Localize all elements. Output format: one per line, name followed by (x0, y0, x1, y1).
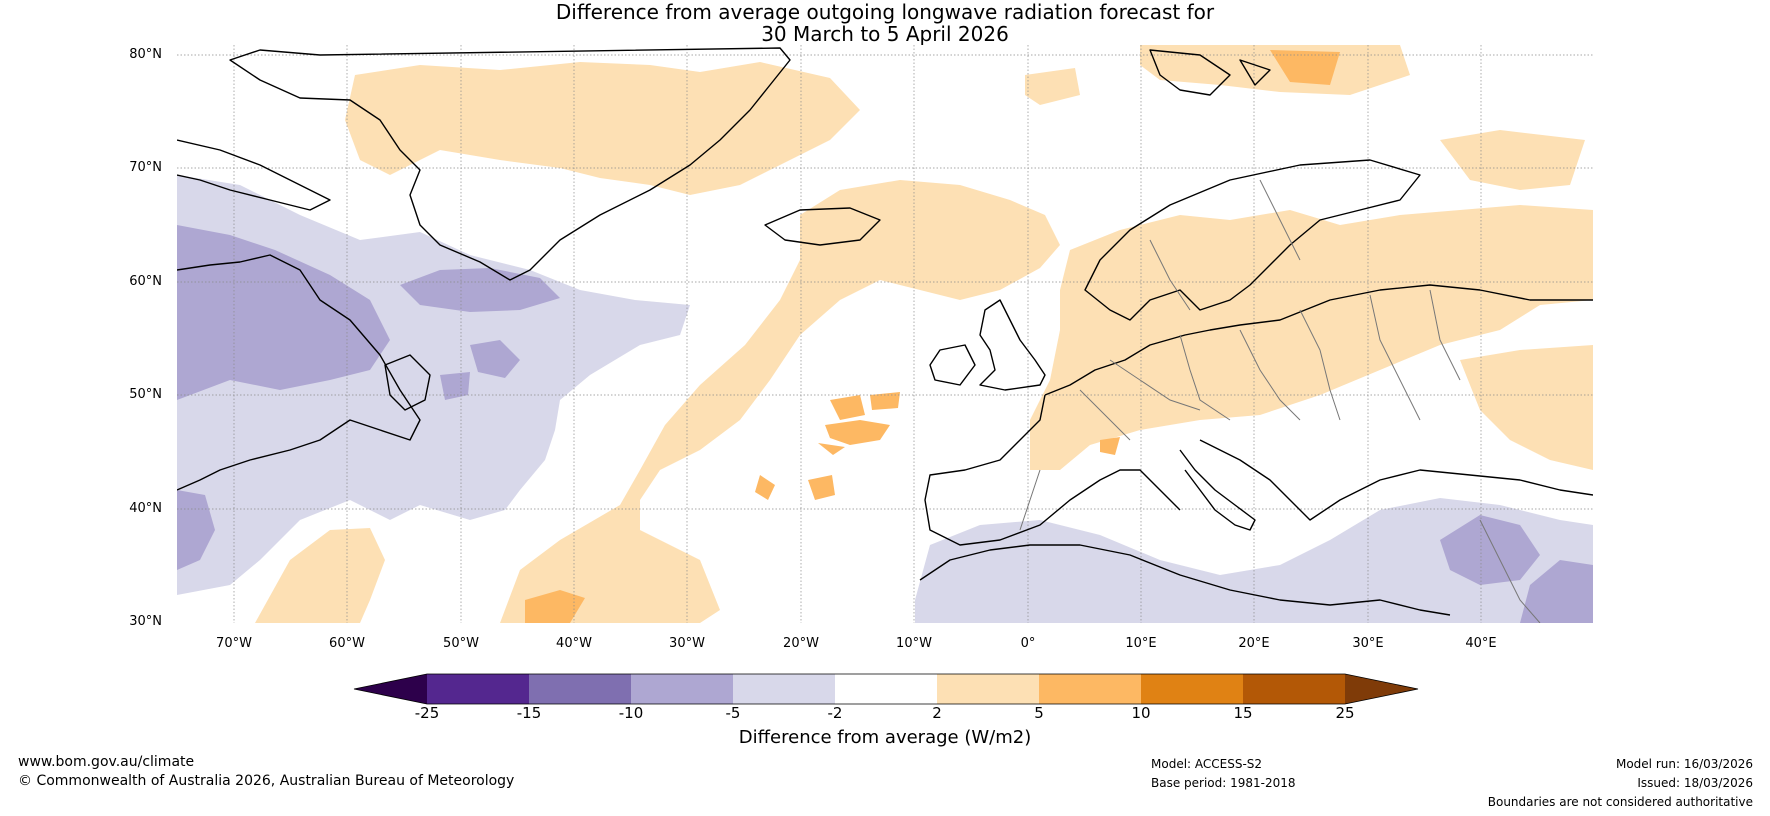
coastlines (177, 47, 1593, 616)
footer-base-period: Base period: 1981-2018 (1151, 776, 1296, 790)
negative-anomaly-core-middle-east (1440, 515, 1593, 623)
footer-copyright: © Commonwealth of Australia 2026, Austra… (18, 773, 515, 789)
positive-anomaly-region-atlantic-europe (500, 180, 1060, 623)
coastline-iberia-france (924, 394, 1181, 546)
coastline-ireland (929, 344, 976, 386)
lat-label-70n: 70°N (129, 160, 162, 175)
positive-anomaly-core-arctic (1270, 50, 1340, 85)
lon-label-0: 0° (1020, 636, 1036, 651)
coastline-north-africa (919, 544, 1451, 616)
map-title-line-1: Difference from average outgoing longwav… (555, 0, 1215, 24)
colorbar-bin-2-5 (937, 674, 1039, 704)
coastline-italy (1179, 449, 1256, 531)
anomaly-field (177, 45, 1593, 623)
negative-anomaly-patch-mid-atlantic (440, 340, 520, 400)
positive-anomaly-region-barents (1440, 130, 1585, 190)
colorbar-tick-label: 5 (1034, 704, 1044, 722)
lat-label-30n: 30°N (129, 614, 162, 629)
footer-model: Model: ACCESS-S2 (1151, 757, 1263, 771)
lon-label-30e: 30°E (1352, 636, 1384, 651)
lat-label-80n: 80°N (129, 47, 162, 62)
colorbar (353, 673, 1419, 705)
colorbar-bin-minus15-minus10 (529, 674, 631, 704)
footer-disclaimer: Boundaries are not considered authoritat… (1487, 795, 1753, 809)
positive-anomaly-region-subtropical-west (255, 528, 385, 623)
colorbar-bin-minus5-minus2 (733, 674, 835, 704)
positive-anomaly-region-russia-east (1460, 345, 1593, 470)
lat-label-60n: 60°N (129, 274, 162, 289)
map-title-line-2: 30 March to 5 April 2026 (761, 22, 1009, 46)
negative-anomaly-region-mediterranean (915, 498, 1593, 623)
coastline-balkans-turkey (1199, 439, 1593, 521)
lat-label-50n: 50°N (129, 387, 162, 402)
lon-label-10e: 10°E (1125, 636, 1157, 651)
colorbar-tick-label: 10 (1131, 704, 1151, 722)
colorbar-over-triangle (1345, 674, 1418, 704)
coastline-svalbard (1149, 49, 1271, 96)
lon-label-20e: 20°E (1238, 636, 1270, 651)
colorbar-bin-10-15 (1141, 674, 1243, 704)
coastline-great-britain (979, 299, 1046, 391)
coastline-greenland (229, 47, 791, 281)
colorbar-tick-label: -10 (618, 704, 644, 722)
colorbar-tick-label: 15 (1233, 704, 1253, 722)
coastline-newfoundland (384, 354, 431, 411)
country-borders (1019, 179, 1541, 623)
colorbar-bin-minus10-minus5 (631, 674, 733, 704)
lon-label-50w: 50°W (443, 636, 479, 651)
lon-label-20w: 20°W (783, 636, 819, 651)
footer-issued: Issued: 18/03/2026 (1637, 776, 1753, 790)
positive-anomaly-region-central-europe (1030, 205, 1593, 470)
positive-anomaly-core-mid-atlantic (755, 392, 900, 500)
lat-label-40n: 40°N (129, 501, 162, 516)
coastline-labrador (177, 254, 421, 491)
negative-anomaly-core-labrador (177, 225, 390, 400)
colorbar-outline (353, 673, 1419, 705)
colorbar-tick-label: -25 (414, 704, 440, 722)
positive-anomaly-core-france (1100, 437, 1120, 455)
lon-label-10w: 10°W (896, 636, 932, 651)
lon-label-60w: 60°W (329, 636, 365, 651)
colorbar-bin-minus2-2 (835, 674, 937, 704)
positive-anomaly-region-arctic-svalbard (1140, 45, 1410, 95)
coastline-iceland (764, 207, 881, 246)
positive-anomaly-region-norwegian-sea (1025, 68, 1080, 105)
negative-anomaly-patch-nova-scotia (177, 490, 215, 570)
coastline-scandinavia (1084, 159, 1421, 321)
footer-model-run: Model run: 16/03/2026 (1615, 757, 1753, 771)
map-gridlines (177, 45, 1593, 623)
colorbar-bin-15-25 (1243, 674, 1345, 704)
colorbar-tick-label: -2 (827, 704, 843, 722)
lon-label-40e: 40°E (1465, 636, 1497, 651)
coastline-baffin-island (177, 139, 331, 211)
colorbar-title: Difference from average (W/m2) (738, 727, 1032, 748)
colorbar-under-triangle (354, 674, 427, 704)
positive-anomaly-core-subtropical (525, 590, 585, 623)
colorbar-tick-label: 2 (932, 704, 942, 722)
colorbar-tick-label: 25 (1335, 704, 1355, 722)
negative-anomaly-core-south-greenland (400, 268, 560, 312)
coastline-europe-mainland (1044, 284, 1593, 396)
colorbar-bin-5-10 (1039, 674, 1141, 704)
footer-website-link[interactable]: www.bom.gov.au/climate (18, 754, 195, 770)
lon-label-40w: 40°W (556, 636, 592, 651)
positive-anomaly-region-greenland (345, 62, 860, 195)
lon-label-30w: 30°W (669, 636, 705, 651)
colorbar-tick-label: -5 (725, 704, 741, 722)
lon-label-70w: 70°W (216, 636, 252, 651)
colorbar-tick-label: -15 (516, 704, 542, 722)
colorbar-bin-minus25-minus15 (427, 674, 529, 704)
